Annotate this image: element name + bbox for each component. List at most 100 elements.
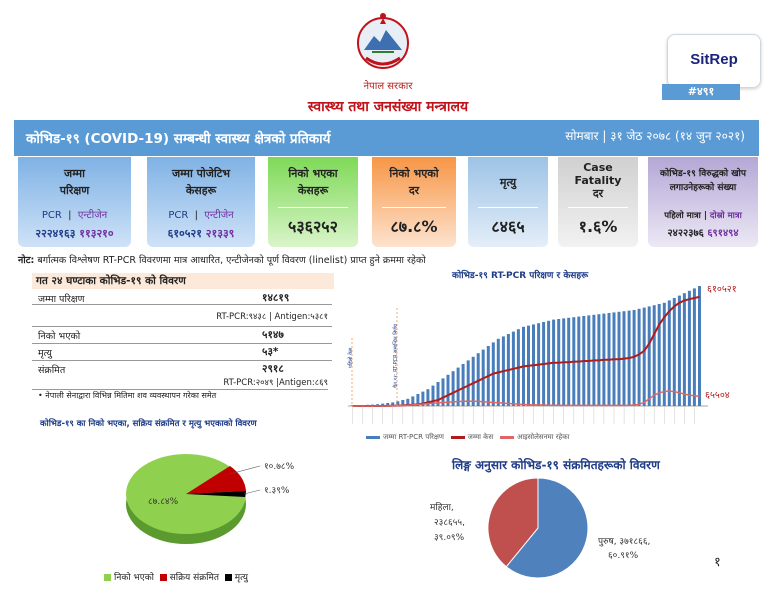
legend-label: सक्रिय संक्रमित [169, 573, 219, 583]
test-bar [672, 298, 676, 406]
card-label: लगाउनेहरूको संख्या [669, 183, 737, 193]
legend-swatch [104, 574, 111, 581]
cases-line [352, 295, 700, 407]
test-bar [647, 306, 651, 406]
test-bar [461, 364, 465, 406]
test-bar [441, 378, 445, 406]
annotation-label: पहिलो केस [347, 347, 354, 368]
cases-end-label: ६१०५२१ [707, 284, 737, 295]
card-deaths: मृत्यु ८४६५ [468, 157, 548, 247]
sitrep-label: SitRep [690, 51, 738, 68]
legend-swatch [450, 435, 465, 439]
second-dose-label: दोस्रो मात्रा [709, 211, 742, 221]
chart-legend: जम्मा RT-PCR परिक्षण जम्मा केस आइसोलेसनम… [366, 433, 569, 442]
antigen-label: एन्टीजेन [204, 210, 234, 221]
pie-slice-deaths [186, 491, 246, 497]
test-bar [466, 360, 470, 406]
test-bar [416, 394, 420, 406]
antigen-label: एन्टीजेन [77, 210, 108, 221]
legend-swatch [159, 574, 167, 581]
table-row: जम्मा परिक्षण १४८१९ [32, 290, 332, 305]
test-bar [698, 286, 701, 406]
recovery-rate-value: ८७.८% [390, 217, 438, 236]
chart-title: कोभिड-१९ RT-PCR परिक्षण र केसहरू [452, 271, 589, 281]
pie-label: पुरुष, ३७१८६६, [598, 537, 650, 547]
test-bar [632, 310, 636, 406]
government-name: नेपाल सरकार [363, 81, 413, 92]
first-dose-value: २४२२३७६ [667, 228, 704, 239]
test-bar [476, 353, 480, 406]
card-label: दर [592, 187, 604, 200]
test-bar [386, 403, 390, 406]
test-bar [637, 308, 641, 406]
row-value: ५१४७ [262, 329, 284, 341]
card-label: Case [583, 161, 613, 174]
pie-label: २३८६५५, [434, 518, 465, 528]
pie-slice-male [505, 477, 589, 579]
card-total-positive: जम्मा पोजेटिभ केसहरू PCR | एन्टीजेन ६१०५२… [147, 157, 255, 247]
test-bar [692, 288, 696, 406]
test-bar [662, 302, 666, 406]
antigen-value: २१३३९ [205, 227, 235, 240]
report-date: सोमबार | ३१ जेठ २०७८ (१४ जुन २०२१) [565, 129, 745, 143]
note-label: नोट: [18, 255, 35, 266]
tests-cases-chart: पहिलो केस चैत ११: RT-PCR सम्बन्धित निर्ण… [347, 284, 737, 424]
test-bar [411, 396, 415, 406]
nepal-emblem-icon [357, 13, 409, 69]
test-bar [667, 300, 671, 406]
table-footnote: • नेपाली सेनाद्वारा विभिन्न मितिमा शव व्… [38, 391, 217, 400]
row-value: ५३* [262, 346, 279, 358]
antigen-value: ११३२१० [79, 227, 114, 240]
pie-label: ८७.८४% [148, 497, 179, 507]
pcr-value: २२२४१६३ [35, 227, 76, 240]
x-tick-group [352, 406, 695, 424]
test-bar [446, 374, 450, 406]
card-label: जम्मा पोजेटिभ [171, 167, 231, 180]
banner-title: कोभिड-१९ (COVID-19) सम्बन्धी स्वास्थ्य क… [26, 131, 331, 147]
pie-label: महिला, [430, 501, 454, 513]
card-vaccination: कोभिड-१९ विरुद्धको खोप लगाउनेहरूको संख्या… [648, 157, 758, 247]
card-recovery-rate: निको भएको दर ८७.८% [372, 157, 456, 247]
note-body: बर्गात्मक विश्लेषण RT-PCR विवरणमा मात्र … [34, 255, 426, 266]
card-label: परिक्षण [59, 184, 90, 197]
sitrep-badge: SitRep [667, 34, 761, 88]
pie-label: ३९.०९% [434, 533, 465, 543]
test-bar [642, 307, 646, 406]
pie-label: ६०.९१% [608, 551, 639, 561]
test-bar [682, 293, 686, 406]
row-value: २९१८ [262, 363, 284, 375]
card-label: मृत्यु [499, 176, 517, 189]
legend-swatch [366, 435, 380, 439]
card-label: निको भएको [389, 167, 439, 180]
test-bar [401, 400, 405, 406]
gender-chart-title: लिङ्ग अनुसार कोभिड-१९ संक्रमितहरूको विवर… [452, 458, 660, 472]
legend-label: आइसोलेसनमा रहेका [516, 433, 570, 441]
test-bar [436, 382, 440, 406]
pcr-label: PCR [168, 210, 189, 221]
row-value: १४८१९ [262, 292, 290, 304]
pcr-value: ६१०५२१ [167, 227, 202, 240]
gender-pie-chart: महिला, २३८६५५, ३९.०९% पुरुष, ३७१८६६, ६०.… [430, 477, 650, 579]
pie-label: १.३९% [264, 486, 290, 496]
page-number: १ [714, 555, 721, 570]
card-label: निको भएका [288, 167, 338, 180]
pie1-title: कोभिड-१९ का निको भएका, सक्रिय संक्रमित र… [40, 419, 257, 429]
card-label: दर [408, 184, 420, 197]
row-label: मृत्यु [38, 348, 52, 359]
test-bar [456, 367, 460, 406]
isolation-line [352, 390, 700, 407]
test-bar [391, 402, 395, 406]
row-label: जम्मा परिक्षण [38, 294, 85, 305]
row-sub: RT-PCR:२०४९ |Antigen:८६९ [32, 377, 328, 390]
legend-label: जम्मा केस [467, 433, 494, 441]
legend-swatch [499, 435, 514, 439]
test-bar [677, 295, 681, 406]
test-bar [657, 304, 661, 406]
test-bar [406, 398, 410, 406]
isolation-end-label: ६५५०४ [705, 390, 730, 401]
sitrep-number: #४९१ [662, 84, 740, 100]
test-bar [421, 391, 425, 406]
card-label: Fatality [574, 174, 622, 187]
pie-slice-active [186, 466, 246, 494]
legend-label: निको भएको [114, 573, 154, 583]
